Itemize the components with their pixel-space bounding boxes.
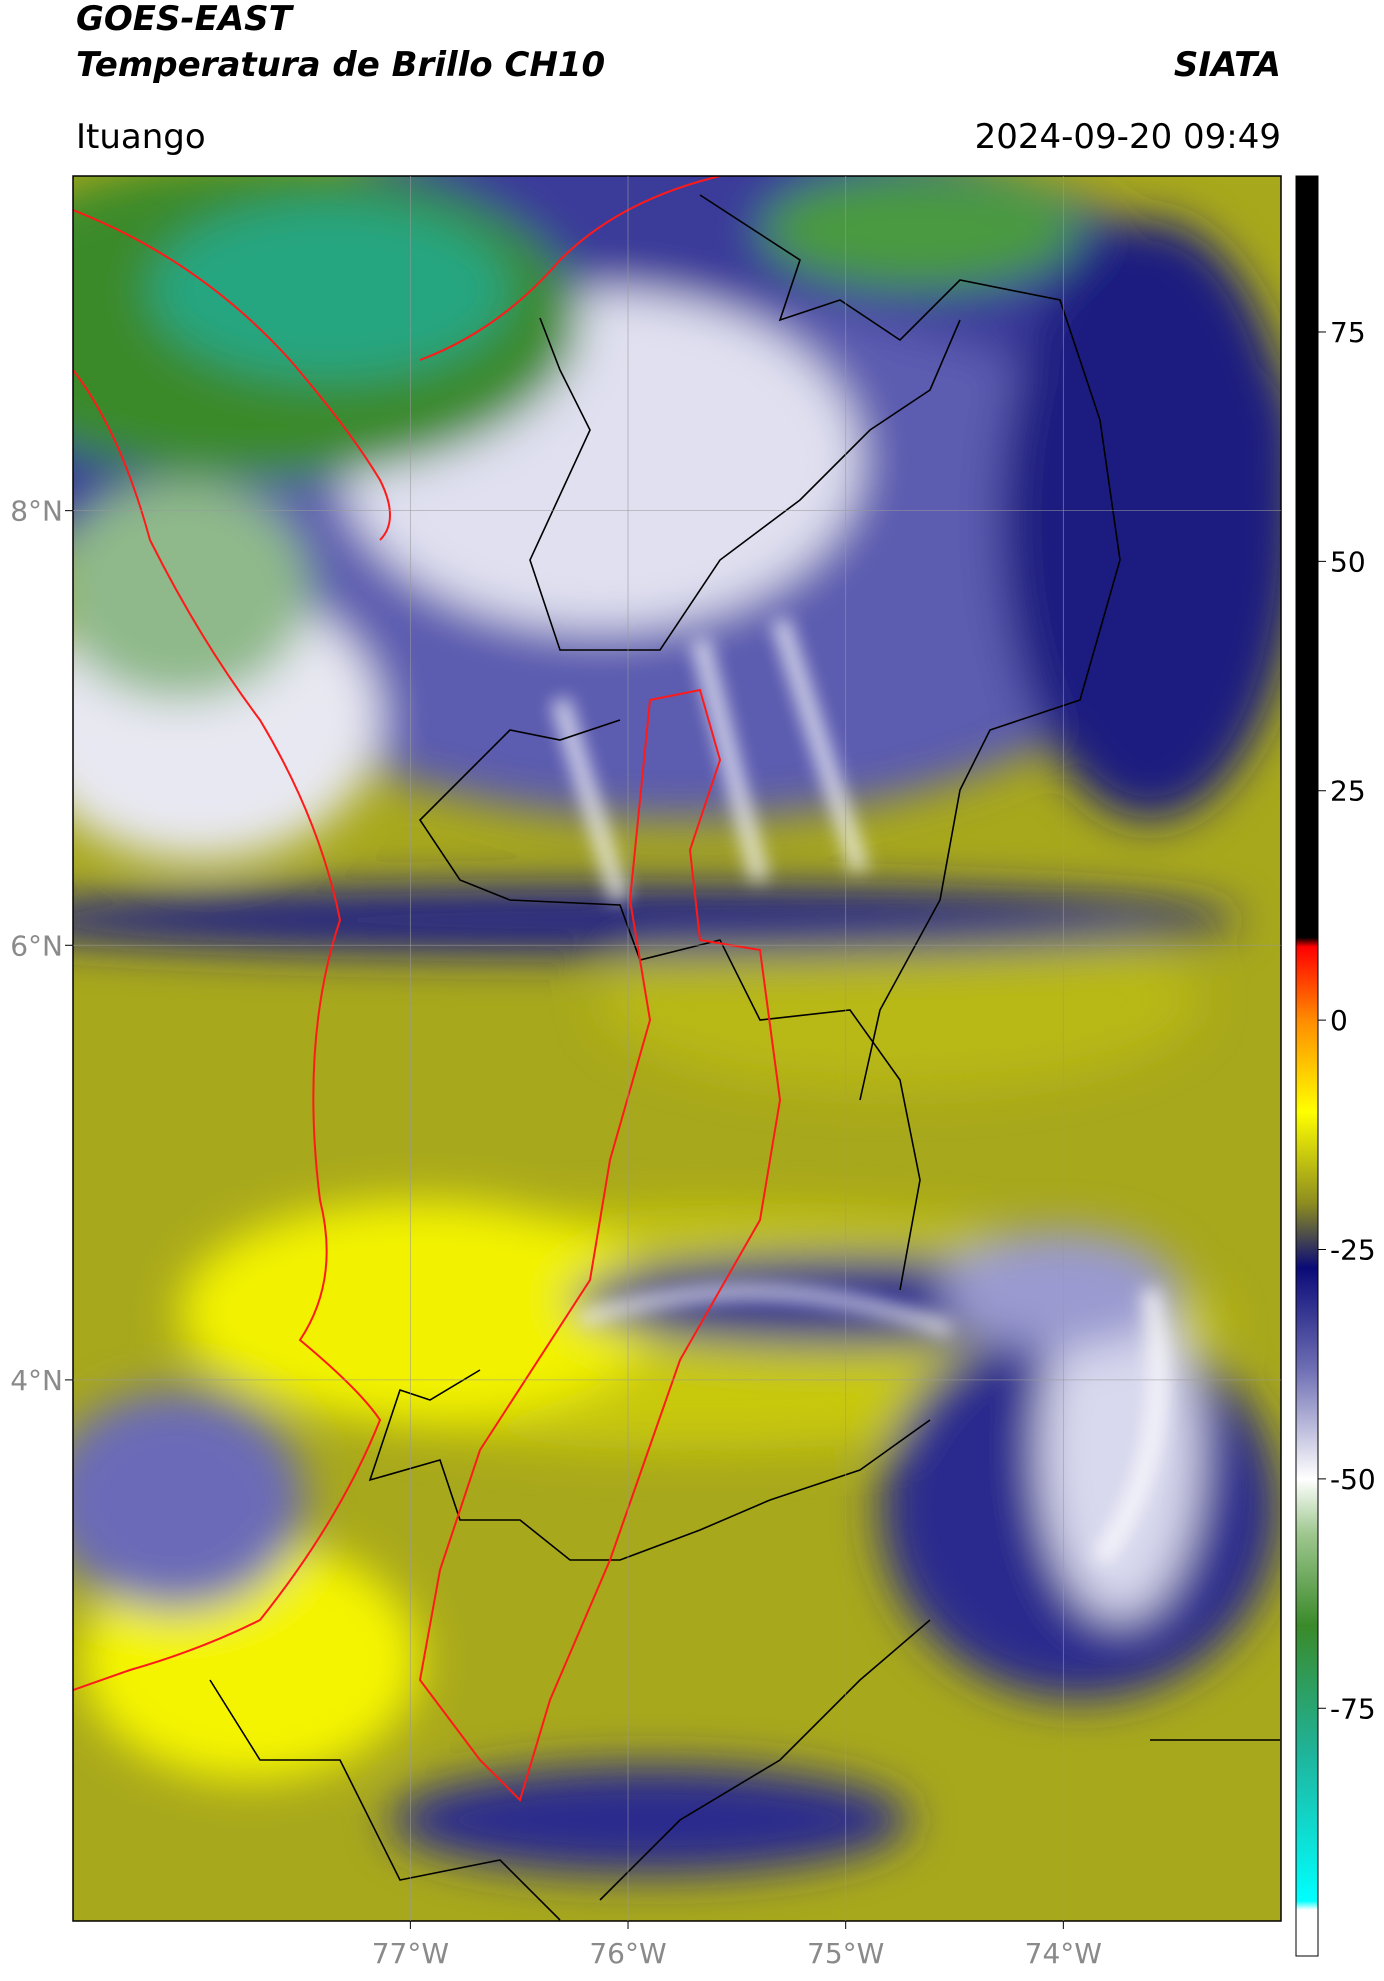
datetime: 2024-09-20 09:49 [975,117,1281,157]
x-tick-label: 77°W [372,1937,449,1970]
title: GOES-EAST [76,0,295,39]
colorbar-tick-label: -25 [1330,1234,1376,1267]
colorbar-tick-label: 75 [1330,316,1366,349]
x-tick-label: 74°W [1025,1937,1102,1970]
y-tick-label: 4°N [10,1364,63,1397]
colorbar [1295,175,1319,1957]
colorbar-tick-label: 25 [1330,775,1366,808]
borders [209,194,1280,1921]
colorbar-tick-label: 50 [1330,545,1366,578]
colorbar-tick-label: 0 [1330,1004,1348,1037]
x-tick-label: 76°W [589,1937,666,1970]
map-frame [72,175,1282,1922]
coastline [73,176,782,1802]
satellite-image [73,176,1281,1921]
x-tick-label: 75°W [807,1937,884,1970]
source: SIATA [1174,45,1281,85]
subtitle: Temperatura de Brillo CH10 [76,45,605,85]
y-tick-label: 6°N [10,929,63,962]
colorbar-tick-label: -50 [1330,1463,1376,1496]
colorbar-tick-label: -75 [1330,1692,1376,1725]
y-tick-label: 8°N [10,495,63,528]
location: Ituango [76,117,206,157]
